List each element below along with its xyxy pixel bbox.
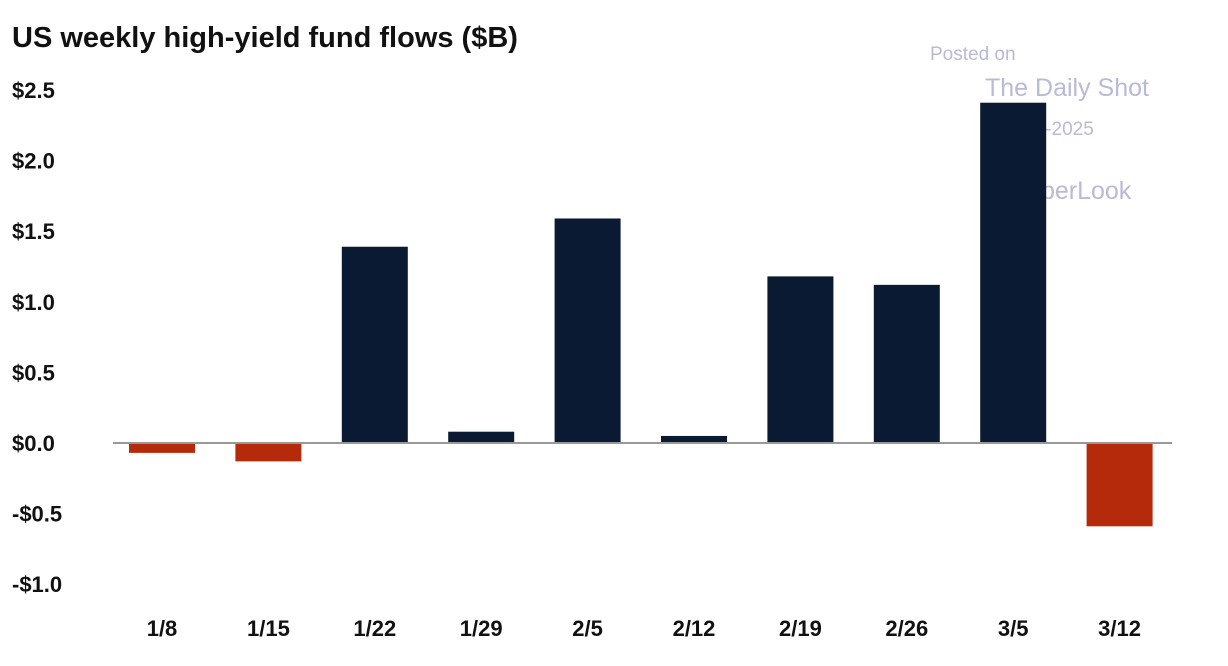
y-tick-label: -$1.0 <box>12 572 62 597</box>
y-tick-label: $0.0 <box>12 431 55 456</box>
x-tick-label: 3/5 <box>998 616 1029 641</box>
bar-2-12 <box>661 435 727 443</box>
y-tick-label: $1.5 <box>12 219 55 244</box>
bar-2-5 <box>554 218 621 443</box>
x-tick-label: 1/15 <box>247 616 290 641</box>
bar-1-22 <box>341 246 408 443</box>
x-tick-label: 3/12 <box>1098 616 1141 641</box>
y-tick-label: $0.5 <box>12 360 55 385</box>
y-tick-label: $2.0 <box>12 149 55 174</box>
x-tick-label: 2/5 <box>572 616 603 641</box>
y-tick-label: $2.5 <box>12 78 55 103</box>
bar-1-8 <box>129 443 195 453</box>
chart-title: US weekly high-yield fund flows ($B) <box>12 22 518 54</box>
x-tick-label: 2/26 <box>885 616 928 641</box>
x-tick-label: 1/8 <box>147 616 178 641</box>
bar-2-26 <box>873 284 940 443</box>
watermark-posted-on: Posted on <box>930 44 1016 65</box>
x-tick-label: 1/22 <box>353 616 396 641</box>
x-tick-label: 2/12 <box>673 616 716 641</box>
bar-3-5 <box>980 102 1047 443</box>
x-tick-label: 1/29 <box>460 616 503 641</box>
bar-2-19 <box>767 276 834 443</box>
watermark-site: The Daily Shot <box>985 74 1149 102</box>
y-tick-label: -$0.5 <box>12 502 62 527</box>
y-tick-label: $1.0 <box>12 290 55 315</box>
bar-1-29 <box>448 431 515 443</box>
bar-1-15 <box>235 443 302 462</box>
x-tick-label: 2/19 <box>779 616 822 641</box>
bar-3-12 <box>1086 443 1153 527</box>
